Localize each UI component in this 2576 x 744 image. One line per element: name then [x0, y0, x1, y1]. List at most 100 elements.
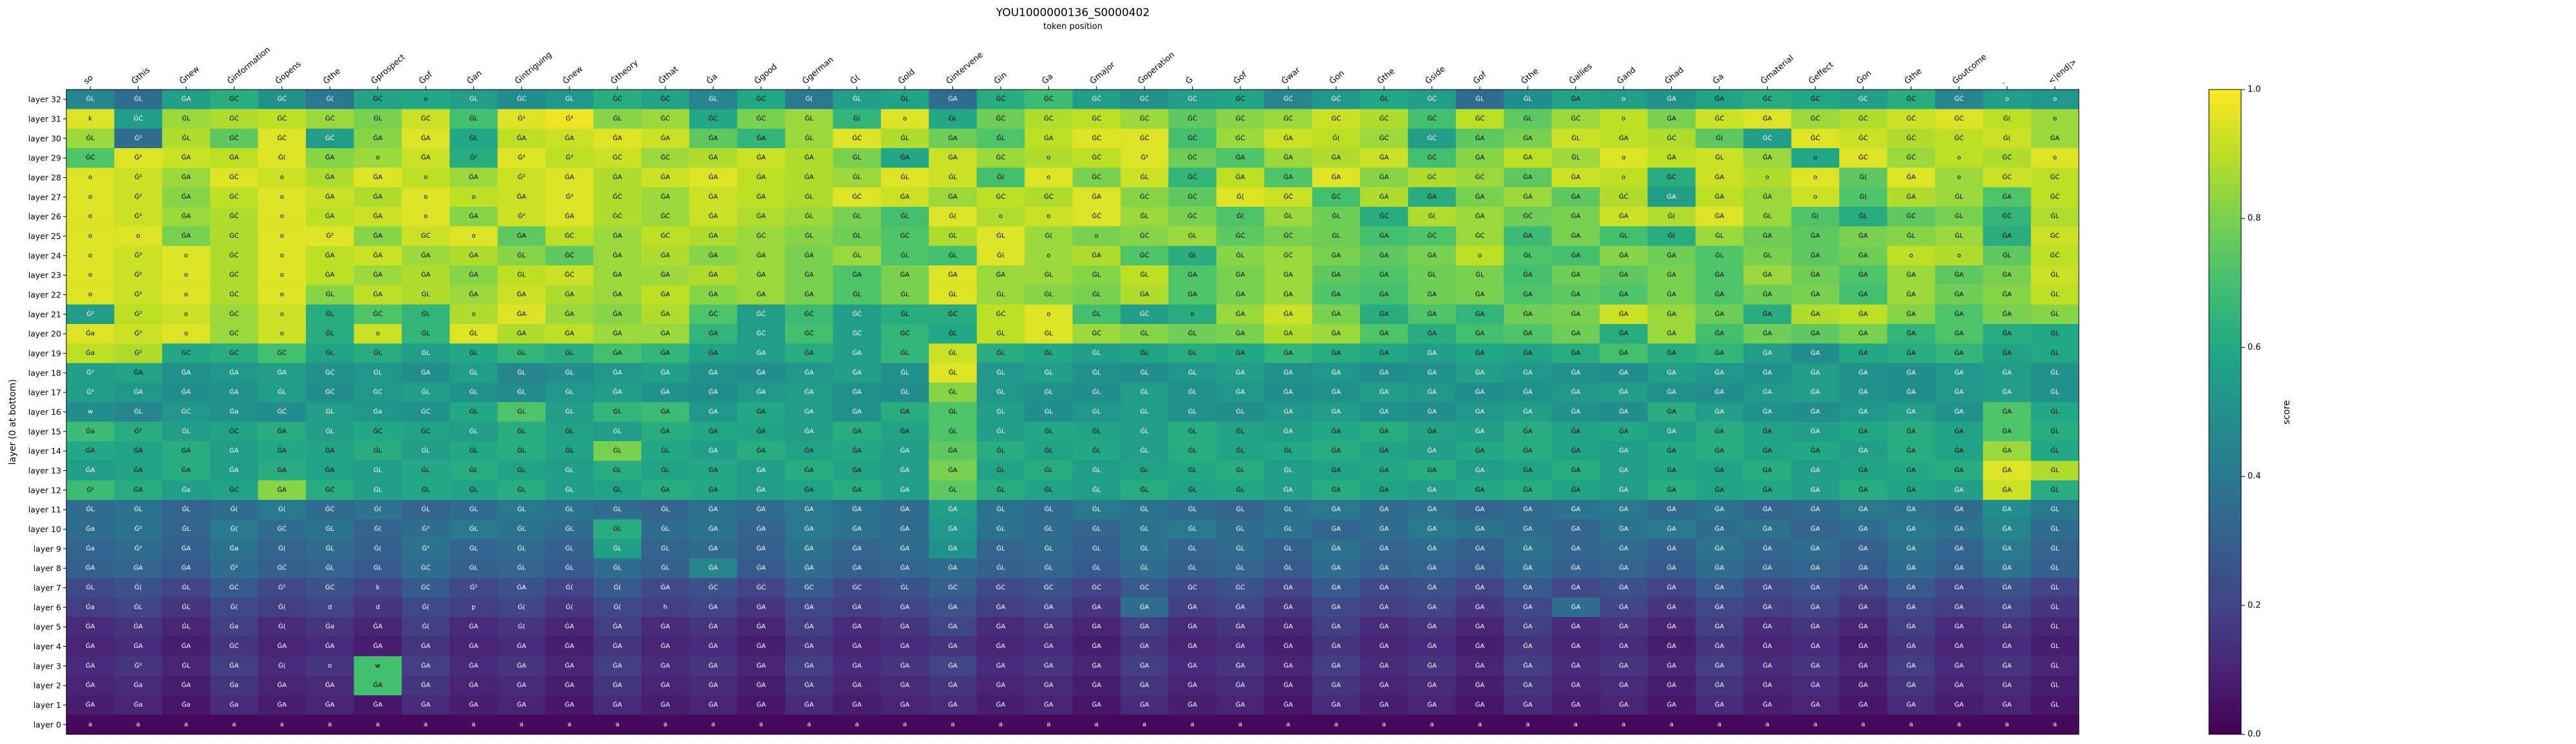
cell-token-label: o: [88, 174, 92, 181]
cell-token-label: a: [711, 721, 715, 728]
cell-token-label: ĠA: [1667, 681, 1676, 689]
heatmap-cell: [1839, 304, 1888, 325]
cell-token-label: ĠA: [1763, 309, 1772, 318]
cell-token-label: ĠA: [1859, 466, 1868, 474]
cell-token-label: ĠA: [421, 700, 431, 709]
heatmap-cell: [1504, 324, 1553, 344]
cell-token-label: ĠA: [1379, 173, 1389, 181]
heatmap-cell: [1120, 90, 1169, 110]
cell-token-label: ĠA: [373, 681, 383, 689]
cell-token-label: ĠA: [757, 681, 766, 689]
cell-token-label: o: [88, 291, 92, 298]
cell-token-label: ĠA: [1810, 564, 1820, 572]
heatmap-cell: [1072, 304, 1121, 325]
cell-token-label: ĠA: [2050, 133, 2060, 142]
heatmap-cell: [880, 148, 929, 168]
cell-token-label: a: [232, 721, 236, 728]
heatmap-cell: [929, 148, 978, 168]
cell-token-label: ĠA: [2002, 329, 2012, 338]
cell-token-label: ĠA: [182, 95, 191, 103]
cell-token-label: Ġ(: [565, 602, 573, 611]
heatmap-cell: [210, 226, 259, 247]
heatmap-cell: [401, 187, 450, 207]
cell-token-label: ĠA: [1475, 192, 1485, 200]
cell-token-label: ĠA: [900, 622, 910, 631]
heatmap-cell: [1216, 167, 1265, 188]
x-tick-label: Ġthis: [129, 64, 151, 86]
cell-token-label: ĠA: [1906, 642, 1916, 650]
colorbar-tick-label: 0.4: [2248, 472, 2261, 481]
cell-token-label: Ġ(: [1859, 173, 1867, 181]
heatmap-cell: [1264, 207, 1313, 227]
cell-token-label: ĠA: [612, 290, 622, 298]
cell-token-label: a: [1286, 721, 1290, 728]
cell-token-label: ĠL: [853, 212, 862, 220]
cell-token-label: ĠA: [565, 133, 574, 142]
cell-token-label: ĠA: [852, 544, 862, 552]
cell-token-label: ĠA: [1619, 133, 1629, 142]
cell-token-label: ĠA: [1571, 368, 1580, 376]
cell-token-label: ĠA: [804, 426, 814, 435]
cell-token-label: ĠĊ: [1667, 173, 1676, 181]
heatmap-cell: [593, 207, 642, 227]
cell-token-label: a: [184, 721, 188, 728]
cell-token-label: Ġ²: [135, 251, 142, 259]
cell-token-label: ĠA: [948, 524, 958, 533]
cell-token-label: ĠA: [1140, 290, 1150, 298]
cell-token-label: ĠA: [1906, 271, 1916, 279]
cell-token-label: ĠA: [1906, 407, 1916, 415]
cell-token-label: ĠL: [2050, 564, 2060, 572]
cell-token-label: ĠL: [1092, 368, 1101, 376]
cell-token-label: ĠL: [805, 231, 814, 240]
heatmap-cell: [114, 324, 163, 344]
cell-token-label: ĠL: [1284, 524, 1293, 533]
cell-token-label: ĠL: [517, 426, 526, 435]
heatmap-cell: [833, 324, 882, 344]
cell-token-label: ĠA: [1906, 446, 1916, 455]
cell-token-label: ĠA: [325, 446, 335, 455]
cell-token-label: ĠL: [1475, 271, 1484, 279]
heatmap-cell: [1887, 207, 1936, 227]
heatmap-cell: [1072, 343, 1121, 364]
cell-token-label: ĠA: [1475, 485, 1485, 493]
cell-token-label: ĠA: [1523, 583, 1533, 591]
cell-token-label: ĠA: [1667, 583, 1676, 591]
heatmap-cell: [737, 226, 786, 247]
cell-token-label: ĠA: [612, 388, 622, 396]
cell-token-label: ĠĊ: [612, 95, 622, 103]
cell-token-label: ĠL: [613, 407, 622, 415]
y-tick-label: layer 13: [28, 466, 61, 475]
cell-token-label: ĠA: [1475, 388, 1485, 396]
cell-token-label: ĠA: [1427, 583, 1437, 591]
heatmap-cell: [2031, 148, 2079, 168]
cell-token-label: ĠA: [1427, 192, 1437, 200]
cell-token-label: Ġ(: [1668, 212, 1676, 220]
cell-token-label: ĠA: [661, 622, 670, 631]
heatmap-cell: [497, 265, 546, 285]
cell-token-label: o: [2005, 96, 2009, 103]
cell-token-label: a: [2053, 721, 2057, 728]
heatmap-cell: [1791, 109, 1840, 129]
cell-token-label: a: [1095, 721, 1099, 728]
heatmap-cell: [737, 167, 786, 188]
heatmap-cell: [497, 109, 546, 129]
cell-token-label: ĠĊ: [996, 192, 1006, 200]
heatmap-cell: [114, 128, 163, 149]
cell-token-label: ĠĊ: [277, 114, 287, 122]
cell-token-label: ĠA: [1140, 681, 1150, 689]
cell-token-label: ĠA: [1236, 153, 1245, 162]
heatmap-cell: [1168, 265, 1217, 285]
cell-token-label: ĠL: [1332, 231, 1341, 240]
cell-token-label: a: [137, 721, 140, 728]
heatmap-cell: [162, 187, 211, 207]
cell-token-label: ĠĊ: [1859, 114, 1868, 122]
cell-token-label: a: [1574, 721, 1578, 728]
cell-token-label: Ġ²: [231, 564, 238, 572]
cell-token-label: o: [424, 174, 428, 181]
cell-token-label: ĠL: [805, 114, 814, 122]
heatmap-cell: [1312, 128, 1361, 149]
cell-token-label: ĠA: [182, 192, 191, 200]
y-tick-label: layer 1: [33, 700, 61, 710]
cell-token-label: ĠĊ: [373, 426, 383, 435]
cell-token-label: ĠA: [469, 290, 478, 298]
